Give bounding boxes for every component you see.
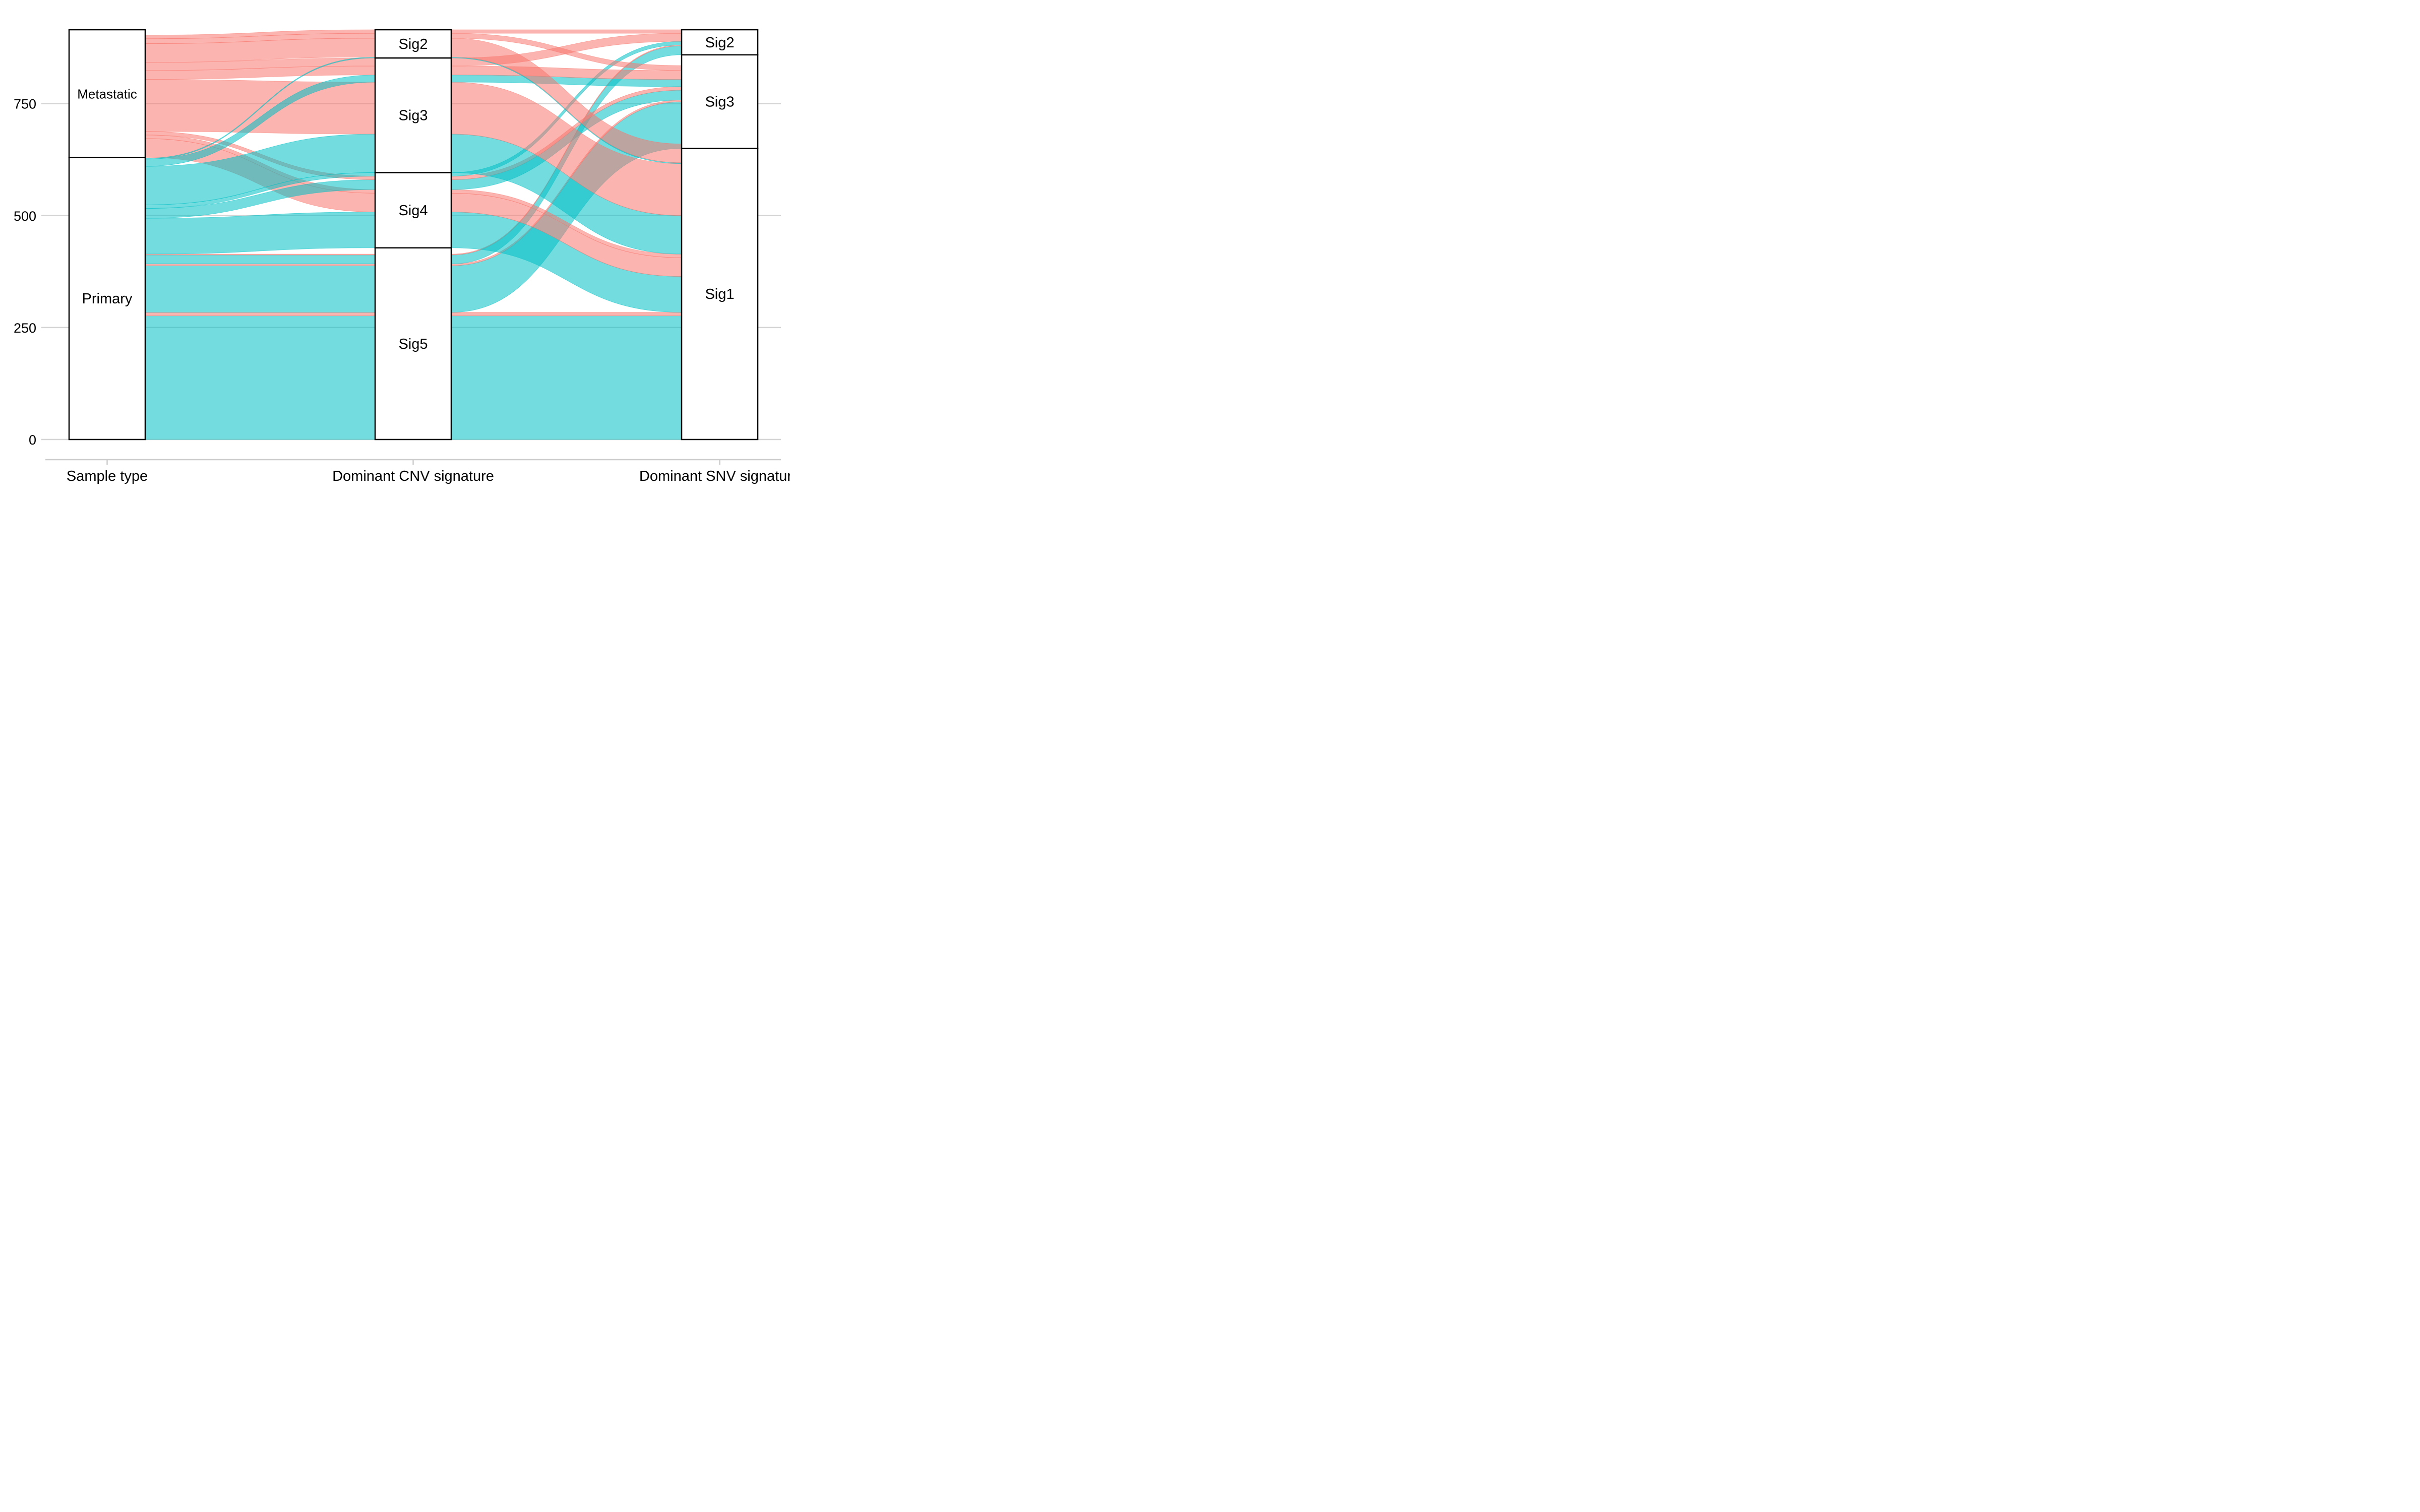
x-axis-label: Dominant SNV signature: [639, 468, 790, 484]
stratum-metastatic-box: [68, 29, 146, 158]
flow-metastatic-metastatic-sig3: [145, 79, 376, 135]
flow-primary-primary-sig5: [145, 265, 376, 313]
stratum-label: Primary: [82, 291, 133, 307]
x-axis: Sample type Dominant CNV signature Dominan…: [45, 459, 790, 484]
stratum-label: Metastatic: [77, 87, 137, 102]
flow-metastatic-primary-sig5: [145, 312, 376, 317]
x-axis-label: Sample type: [67, 468, 148, 484]
stratum-label: Sig2: [398, 36, 428, 52]
stratum-primary-box: [68, 156, 146, 440]
stratum-label: Sig4: [398, 203, 428, 219]
flow-primary-sig5-sig1: [451, 316, 682, 440]
flow-metastatic-sig2-sig2: [451, 29, 682, 34]
stratum-sig3-box: [681, 54, 759, 149]
stratum-label: Sig3: [705, 94, 734, 110]
flow-primary-primary-sig5: [145, 255, 376, 265]
alluvial-chart: Primary Metastatic Sig5 Sig4 Sig3 Sig2 Sig1 Sig…: [14, 29, 790, 484]
stratum-sig2-box: [374, 29, 452, 59]
y-tick-label: 500: [14, 209, 36, 224]
flow-metastatic-sig5-sig1: [451, 312, 682, 317]
stratum-label: Sig3: [398, 108, 428, 124]
x-axis-label: Dominant CNV signature: [332, 468, 494, 484]
flow-metastatic-primary-sig5: [145, 264, 376, 266]
stratum-sig4-box: [374, 172, 452, 248]
y-tick-label: 0: [29, 432, 36, 448]
flow-metastatic-primary-sig5: [145, 254, 376, 256]
stratum-sig2-box: [681, 29, 759, 56]
y-tick-label: 750: [14, 97, 36, 112]
stratum-label: Sig1: [705, 286, 734, 302]
strata: Primary Metastatic Sig5 Sig4 Sig3 Sig2 Sig1 Sig…: [68, 29, 759, 440]
flows: [145, 29, 682, 440]
y-axis: 0 250 500 750: [14, 97, 36, 448]
y-tick-label: 250: [14, 321, 36, 336]
flow-primary-primary-sig4: [145, 212, 376, 255]
flow-primary-primary-sig5: [145, 316, 376, 440]
stratum-label: Sig5: [398, 336, 428, 352]
stratum-label: Sig2: [705, 35, 734, 51]
